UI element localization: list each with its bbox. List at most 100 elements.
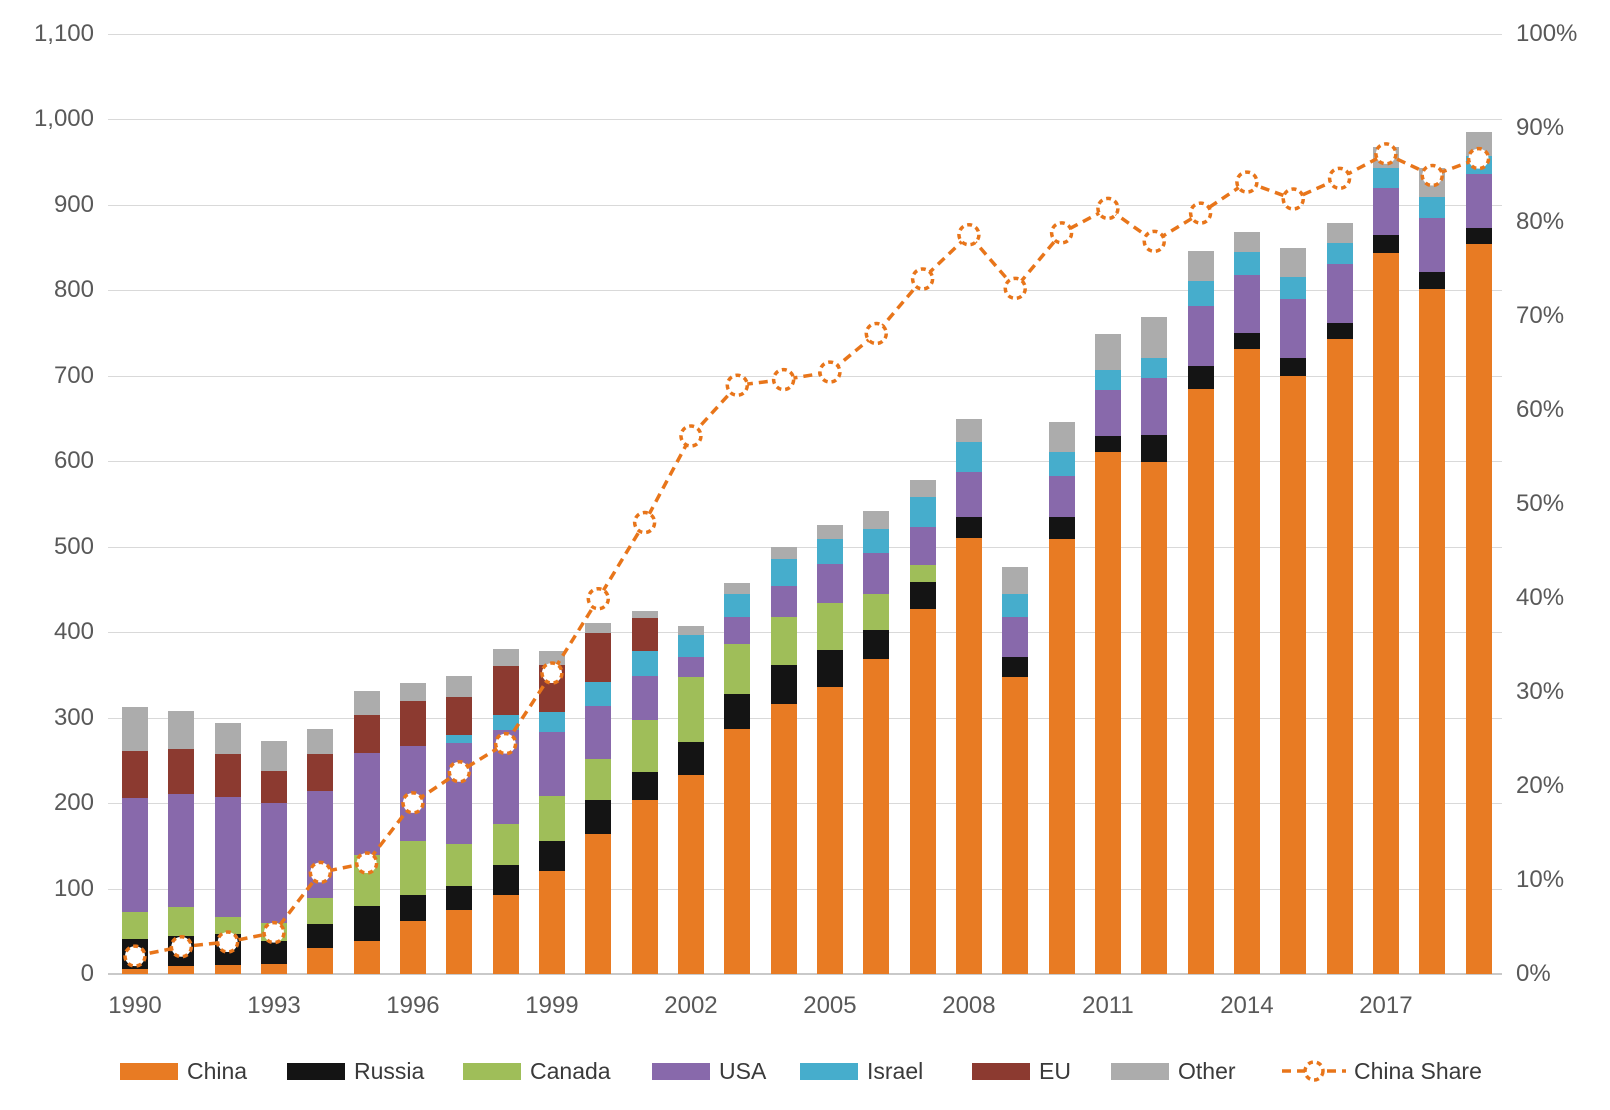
- stacked-bar-1994: [307, 728, 334, 974]
- bar-segment-china: [1048, 538, 1075, 974]
- right-axis-tick-label: 100%: [1516, 19, 1578, 47]
- stacked-bar-2001: [631, 610, 658, 974]
- stacked-bar-1997: [446, 675, 473, 974]
- bar-segment-other: [1002, 567, 1029, 594]
- bar-segment-china: [492, 894, 519, 974]
- x-axis-year-label: 1990: [108, 992, 162, 1019]
- right-axis-tick-label: 20%: [1516, 771, 1565, 799]
- bar-segment-canada: [770, 617, 797, 665]
- right-axis-tick-label: 90%: [1516, 113, 1565, 141]
- bar-segment-usa: [1372, 188, 1399, 236]
- bar-segment-canada: [585, 759, 612, 801]
- bar-segment-eu: [214, 754, 241, 798]
- china-share-marker: [1466, 146, 1491, 171]
- bar-segment-canada: [863, 594, 890, 631]
- bar-segment-israel: [492, 714, 519, 730]
- bar-segment-canada: [307, 897, 334, 924]
- china-share-marker: [1374, 142, 1398, 166]
- gridline: [108, 33, 1502, 35]
- stacked-bar-2012: [1141, 316, 1168, 974]
- x-axis-year-label: 2002: [664, 992, 718, 1019]
- china-share-line: [134, 151, 1480, 958]
- stacked-bar-2011: [1094, 333, 1121, 974]
- stacked-bar-2002: [677, 626, 704, 974]
- bar-segment-russia: [492, 864, 519, 895]
- x-axis-year-label: 2014: [1220, 992, 1274, 1019]
- right-axis-tick-label: 10%: [1516, 865, 1565, 893]
- bar-segment-other: [585, 622, 612, 633]
- right-axis-tick-label: 80%: [1516, 207, 1565, 235]
- bar-segment-china: [122, 968, 148, 974]
- bar-segment-russia: [863, 630, 890, 659]
- china-share-marker: [818, 360, 842, 384]
- china-share-marker: [215, 930, 240, 954]
- bar-segment-russia: [446, 885, 473, 910]
- bar-segment-canada: [631, 720, 658, 773]
- bar-segment-canada: [122, 912, 148, 939]
- china-share-marker: [1281, 187, 1305, 211]
- gridline: [108, 546, 1502, 548]
- bar-segment-other: [399, 683, 426, 702]
- china-share-marker: [679, 424, 703, 448]
- x-axis-year-label: 2008: [942, 992, 996, 1019]
- bar-segment-israel: [724, 593, 751, 617]
- china-share-marker: [540, 661, 564, 685]
- bar-segment-other: [1094, 333, 1121, 370]
- bar-segment-russia: [677, 742, 704, 775]
- bar-segment-eu: [446, 697, 473, 735]
- right-axis-tick-label: 30%: [1516, 677, 1565, 705]
- bar-segment-russia: [1233, 332, 1260, 349]
- bar-segment-canada: [677, 677, 704, 743]
- bar-segment-russia: [1419, 272, 1446, 290]
- bar-segment-russia: [1326, 323, 1353, 339]
- bar-segment-russia: [724, 693, 751, 730]
- bar-segment-usa: [214, 797, 241, 917]
- bar-segment-china: [1326, 338, 1353, 974]
- bar-segment-eu: [585, 632, 612, 683]
- stacked-bar-2009: [1002, 567, 1029, 974]
- bar-segment-usa: [1002, 617, 1029, 657]
- bar-segment-china: [399, 921, 426, 974]
- bar-segment-china: [1094, 452, 1121, 974]
- bar-segment-china: [1419, 289, 1446, 974]
- bar-segment-canada: [399, 840, 426, 896]
- right-axis-tick-label: 50%: [1516, 489, 1565, 517]
- stacked-bar-1998: [492, 649, 519, 974]
- x-axis-year-label: 1996: [386, 992, 440, 1019]
- bar-segment-other: [260, 740, 287, 771]
- stacked-bar-1993: [260, 740, 287, 974]
- china-share-marker: [1096, 196, 1120, 221]
- gridline: [108, 632, 1502, 633]
- left-axis-tick-label: 900: [53, 190, 94, 218]
- bar-segment-china: [446, 909, 473, 974]
- bar-segment-eu: [168, 749, 195, 794]
- bar-segment-usa: [816, 563, 843, 603]
- bar-segment-usa: [1141, 378, 1168, 435]
- bar-segment-usa: [1233, 275, 1260, 333]
- x-axis-year-label: 2011: [1082, 992, 1134, 1019]
- stacked-bar-2019: [1465, 131, 1492, 974]
- bar-segment-usa: [1187, 306, 1214, 367]
- bar-segment-other: [863, 510, 890, 529]
- bar-segment-usa: [1419, 218, 1446, 273]
- stacked-bar-2013: [1187, 250, 1214, 974]
- bar-segment-other: [677, 626, 704, 635]
- bar-segment-russia: [538, 841, 565, 871]
- bar-segment-russia: [816, 649, 843, 687]
- bar-segment-other: [955, 419, 982, 443]
- left-axis-tick-label: 500: [53, 532, 94, 560]
- left-axis-tick-label: 100: [53, 874, 94, 902]
- bar-segment-russia: [1280, 358, 1307, 376]
- right-axis-tick-label: 40%: [1516, 583, 1565, 611]
- china-share-marker: [957, 223, 981, 247]
- bar-segment-other: [122, 707, 148, 751]
- gridline: [108, 888, 1502, 890]
- bar-segment-china: [1372, 253, 1399, 974]
- stacked-bar-2005: [816, 525, 843, 974]
- china-share-marker: [910, 267, 935, 291]
- bar-segment-usa: [955, 472, 982, 517]
- gridline: [108, 290, 1502, 291]
- bar-segment-china: [631, 799, 658, 974]
- stacked-bar-2007: [909, 479, 936, 974]
